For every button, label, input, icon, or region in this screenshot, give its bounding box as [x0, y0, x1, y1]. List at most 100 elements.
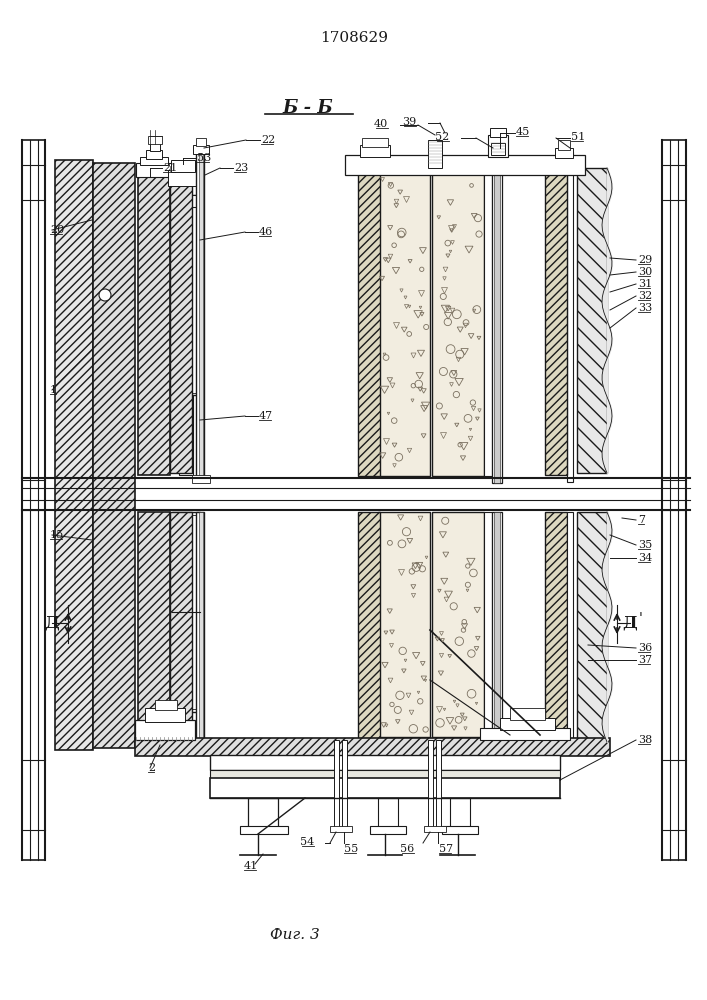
Text: ': ' — [639, 612, 643, 626]
Bar — [358, 512, 380, 740]
Text: 7: 7 — [638, 515, 645, 525]
Bar — [168, 170, 196, 186]
Text: 29: 29 — [638, 255, 653, 265]
Bar — [190, 166, 193, 171]
Bar — [199, 152, 203, 477]
Text: 22: 22 — [261, 135, 275, 145]
Bar — [428, 140, 442, 168]
Bar — [170, 166, 173, 171]
Bar — [150, 143, 160, 151]
Bar — [555, 148, 573, 158]
Bar — [480, 728, 570, 740]
Text: 33: 33 — [638, 303, 653, 313]
Text: 47: 47 — [259, 411, 273, 421]
Text: 21: 21 — [163, 163, 177, 173]
Text: 34: 34 — [638, 553, 653, 563]
Bar — [210, 770, 560, 780]
Bar — [442, 826, 478, 834]
Text: 36: 36 — [638, 643, 653, 653]
Bar — [484, 512, 492, 740]
Text: 32: 32 — [638, 291, 653, 301]
Bar — [378, 798, 398, 828]
Text: 39: 39 — [402, 117, 416, 127]
Bar — [148, 136, 162, 144]
Bar — [195, 166, 198, 171]
Bar — [93, 163, 135, 748]
Bar — [175, 166, 178, 171]
Bar — [450, 798, 470, 828]
Bar — [360, 145, 390, 157]
Text: 20: 20 — [50, 225, 64, 235]
Bar — [172, 512, 200, 712]
Bar — [510, 708, 545, 720]
Bar — [494, 512, 500, 740]
Bar — [170, 183, 192, 473]
Bar — [135, 720, 195, 740]
Bar — [577, 512, 607, 742]
Bar — [138, 512, 170, 742]
Text: Фиг. 3: Фиг. 3 — [270, 928, 320, 942]
Bar — [135, 738, 610, 756]
Bar — [378, 512, 430, 737]
Bar — [138, 175, 170, 475]
Bar — [185, 166, 188, 171]
Bar — [146, 150, 162, 159]
Bar — [172, 195, 200, 207]
Text: 40: 40 — [374, 119, 388, 129]
Bar — [567, 152, 573, 482]
Text: 52: 52 — [435, 132, 449, 142]
Bar — [136, 163, 174, 177]
Bar — [55, 160, 93, 750]
Bar — [432, 512, 484, 737]
Bar — [240, 826, 288, 834]
Bar — [180, 166, 183, 171]
Bar — [484, 168, 492, 476]
Bar — [378, 168, 430, 476]
Bar — [491, 143, 505, 155]
Bar — [334, 740, 339, 830]
Bar — [179, 395, 193, 475]
Text: 56: 56 — [399, 844, 414, 854]
Text: 55: 55 — [344, 844, 358, 854]
Text: Д: Д — [623, 614, 638, 632]
Bar — [545, 165, 567, 475]
Bar — [196, 512, 204, 740]
Text: Б - Б: Б - Б — [283, 99, 334, 117]
Bar — [196, 138, 206, 146]
Text: Д: Д — [45, 614, 59, 632]
Text: 2: 2 — [148, 763, 155, 773]
Bar — [432, 168, 484, 476]
Bar — [199, 512, 203, 740]
Bar — [362, 138, 388, 147]
Bar — [330, 826, 352, 832]
Circle shape — [99, 289, 111, 301]
Bar — [342, 740, 347, 830]
Bar — [358, 168, 380, 476]
Text: 51: 51 — [571, 132, 585, 142]
Bar — [370, 826, 406, 834]
Bar — [428, 740, 433, 830]
Bar — [488, 135, 508, 157]
Bar — [155, 700, 177, 710]
Bar — [172, 195, 200, 395]
Bar — [436, 740, 441, 830]
Text: 15: 15 — [50, 530, 64, 540]
Bar — [490, 128, 506, 137]
Text: 23: 23 — [234, 163, 248, 173]
Bar — [176, 515, 196, 709]
Bar — [192, 475, 210, 483]
Text: 41: 41 — [244, 861, 258, 871]
Bar — [210, 755, 560, 770]
Text: 46: 46 — [259, 227, 273, 237]
Text: 38: 38 — [638, 735, 653, 745]
Text: 53: 53 — [197, 153, 211, 163]
Bar — [494, 148, 500, 483]
Bar — [567, 512, 573, 747]
Bar — [558, 140, 570, 150]
Bar — [492, 512, 502, 740]
Text: 1708629: 1708629 — [320, 31, 388, 45]
Bar — [345, 155, 585, 175]
Bar — [210, 778, 560, 798]
Text: 37: 37 — [638, 655, 652, 665]
Bar — [176, 197, 196, 393]
